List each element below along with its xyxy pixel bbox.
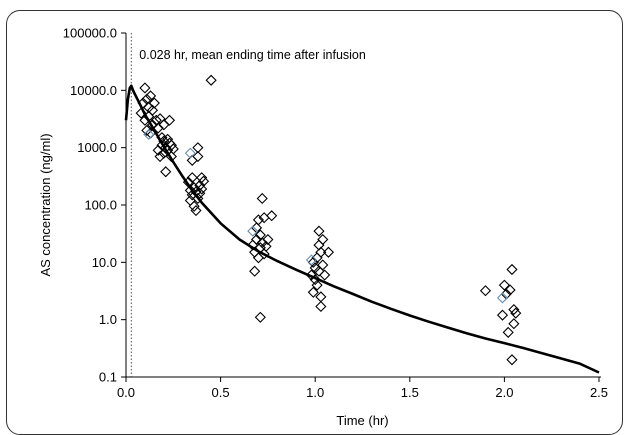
- data-point: [137, 97, 149, 109]
- data-point: [196, 183, 208, 195]
- data-point: [479, 285, 492, 297]
- data-point: [196, 172, 208, 184]
- data-point: [254, 311, 266, 323]
- data-point: [322, 246, 335, 258]
- data-point: [154, 150, 166, 163]
- data-point: [506, 263, 518, 276]
- data-point: [315, 300, 327, 313]
- y-tick-label: 10.0: [92, 255, 117, 270]
- data-point: [307, 256, 319, 268]
- x-tick-label: 0.0: [117, 385, 135, 400]
- data-point: [148, 97, 160, 109]
- data-point: [317, 259, 329, 271]
- data-point: [508, 303, 520, 316]
- y-axis-title: AS concentration (ng/ml): [38, 133, 53, 276]
- fitted-curve: [124, 84, 600, 374]
- data-point: [188, 182, 200, 194]
- data-point: [165, 150, 177, 163]
- data-point: [502, 326, 514, 338]
- axes-layer: 0.0 0.5 1.0 1.5 2.0 2.5 0.1 1.0 10.0 100.0 1000.0 1…: [63, 26, 608, 401]
- data-point: [192, 150, 204, 163]
- data-point: [205, 74, 217, 86]
- data-point: [317, 233, 329, 246]
- data-point: [508, 318, 520, 330]
- data-point: [186, 172, 198, 184]
- data-point: [167, 143, 179, 155]
- data-point: [197, 175, 210, 187]
- x-tick-label: 1.0: [306, 385, 324, 400]
- data-point: [158, 135, 170, 147]
- data-point: [260, 240, 272, 252]
- data-point: [262, 233, 274, 246]
- data-point: [139, 114, 151, 126]
- data-point: [135, 107, 147, 119]
- x-tick-label: 1.5: [401, 385, 419, 400]
- data-point: [194, 187, 206, 199]
- x-tick-label: 2.5: [590, 385, 608, 400]
- data-point: [156, 131, 168, 144]
- x-tick-label: 2.0: [495, 385, 513, 400]
- highlight-data-point: [143, 128, 155, 141]
- data-point: [256, 192, 268, 205]
- data-point: [504, 284, 516, 296]
- data-point: [160, 166, 172, 178]
- data-point: [496, 309, 509, 321]
- data-point: [266, 210, 278, 222]
- data-point: [139, 82, 151, 94]
- highlight-data-point: [184, 147, 196, 159]
- highlight-data-point: [305, 254, 317, 266]
- data-point: [146, 104, 159, 116]
- y-tick-label: 100000.0: [63, 26, 117, 41]
- y-tick-label: 1.0: [99, 312, 117, 327]
- data-point: [165, 139, 177, 151]
- data-point: [145, 90, 157, 102]
- chart-frame: [6, 10, 623, 435]
- data-point: [146, 119, 159, 131]
- data-point: [319, 269, 331, 281]
- data-point: [307, 286, 319, 298]
- data-point: [309, 274, 321, 286]
- data-point: [188, 200, 200, 212]
- data-point: [250, 233, 263, 246]
- data-point: [163, 114, 176, 126]
- x-axis-title: Time (hr): [336, 413, 388, 428]
- data-point: [510, 307, 522, 319]
- data-point: [194, 179, 206, 191]
- data-point: [190, 204, 202, 217]
- highlight-data-point: [496, 292, 509, 304]
- annotation-text: 0.028 hr, mean ending time after infusio…: [139, 48, 366, 62]
- data-point: [498, 279, 510, 291]
- data-point: [249, 265, 261, 277]
- y-tick-label: 10000.0: [70, 83, 117, 98]
- highlight-data-point: [247, 225, 259, 237]
- data-point: [313, 225, 325, 237]
- data-point: [311, 279, 323, 291]
- y-tick-label: 100.0: [84, 198, 117, 213]
- points-layer: [135, 74, 522, 366]
- data-point: [506, 354, 518, 366]
- y-tick-label: 0.1: [99, 370, 117, 385]
- data-point: [258, 248, 270, 260]
- data-point: [315, 246, 327, 258]
- curve-layer: [124, 84, 600, 374]
- x-tick-label: 0.5: [212, 385, 230, 400]
- y-tick-label: 1000.0: [77, 140, 117, 155]
- data-point: [252, 214, 265, 226]
